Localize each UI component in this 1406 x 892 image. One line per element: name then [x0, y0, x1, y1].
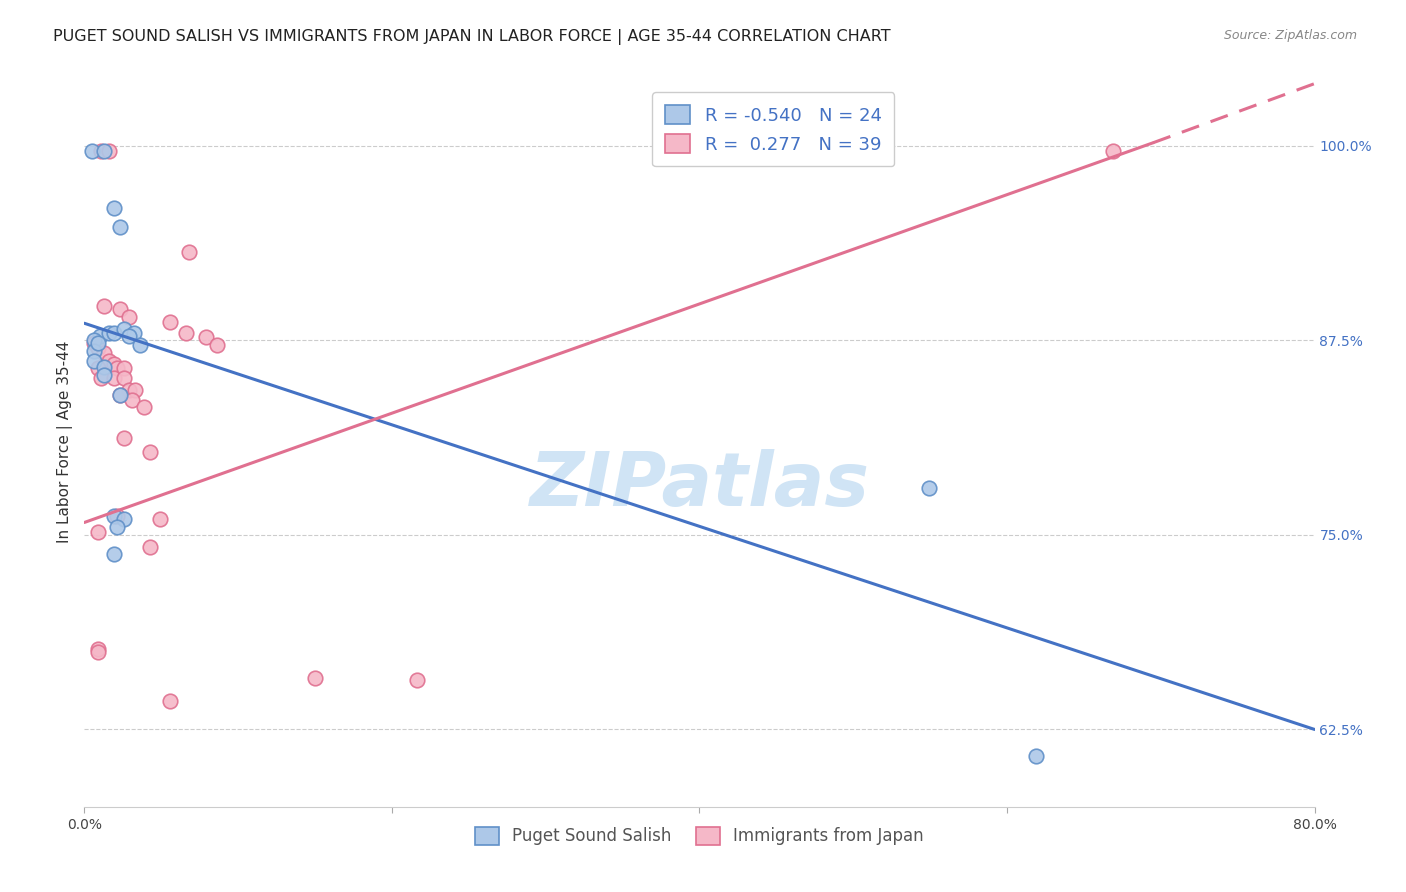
Point — [304, 671, 326, 685]
Point — [118, 383, 141, 397]
Y-axis label: In Labor Force | Age 35-44: In Labor Force | Age 35-44 — [58, 341, 73, 542]
Point — [87, 361, 110, 376]
Point — [87, 645, 110, 659]
Point — [1102, 144, 1125, 158]
Point — [108, 219, 131, 234]
Legend: Puget Sound Salish, Immigrants from Japan: Puget Sound Salish, Immigrants from Japa… — [467, 819, 932, 854]
Point — [93, 144, 115, 158]
Point — [83, 344, 105, 359]
Point — [103, 370, 125, 384]
Point — [98, 353, 120, 368]
Point — [87, 341, 110, 355]
Point — [93, 368, 115, 382]
Point — [112, 361, 135, 376]
Point — [194, 330, 217, 344]
Point — [122, 326, 145, 340]
Point — [108, 388, 131, 402]
Point — [105, 509, 128, 524]
Point — [205, 338, 228, 352]
Point — [87, 336, 110, 351]
Text: ZIPatlas: ZIPatlas — [530, 449, 869, 522]
Point — [112, 432, 135, 446]
Point — [98, 144, 120, 158]
Point — [134, 401, 156, 415]
Text: Source: ZipAtlas.com: Source: ZipAtlas.com — [1223, 29, 1357, 42]
Point — [108, 302, 131, 317]
Point — [139, 445, 162, 459]
Point — [159, 315, 181, 329]
Point — [1025, 748, 1047, 763]
Point — [89, 328, 111, 343]
Point — [90, 370, 112, 384]
Point — [93, 346, 115, 360]
Point — [177, 244, 200, 259]
Point — [174, 326, 197, 340]
Point — [103, 201, 125, 215]
Point — [83, 336, 105, 351]
Point — [103, 547, 125, 561]
Point — [93, 299, 115, 313]
Point — [98, 326, 120, 340]
Point — [93, 359, 115, 374]
Point — [121, 392, 143, 407]
Point — [405, 673, 427, 687]
Point — [80, 144, 103, 158]
Point — [112, 322, 135, 336]
Point — [103, 509, 125, 524]
Point — [112, 370, 135, 384]
Point — [917, 481, 939, 495]
Point — [105, 520, 128, 534]
Point — [87, 641, 110, 656]
Point — [124, 383, 146, 397]
Point — [159, 694, 181, 708]
Text: PUGET SOUND SALISH VS IMMIGRANTS FROM JAPAN IN LABOR FORCE | AGE 35-44 CORRELATI: PUGET SOUND SALISH VS IMMIGRANTS FROM JA… — [53, 29, 891, 45]
Point — [83, 353, 105, 368]
Point — [108, 388, 131, 402]
Point — [112, 512, 135, 526]
Point — [103, 357, 125, 371]
Point — [90, 144, 112, 158]
Point — [118, 328, 141, 343]
Point — [87, 524, 110, 539]
Point — [103, 326, 125, 340]
Point — [105, 361, 128, 376]
Point — [118, 310, 141, 324]
Point — [149, 512, 172, 526]
Point — [139, 541, 162, 555]
Point — [83, 334, 105, 348]
Point — [128, 338, 150, 352]
